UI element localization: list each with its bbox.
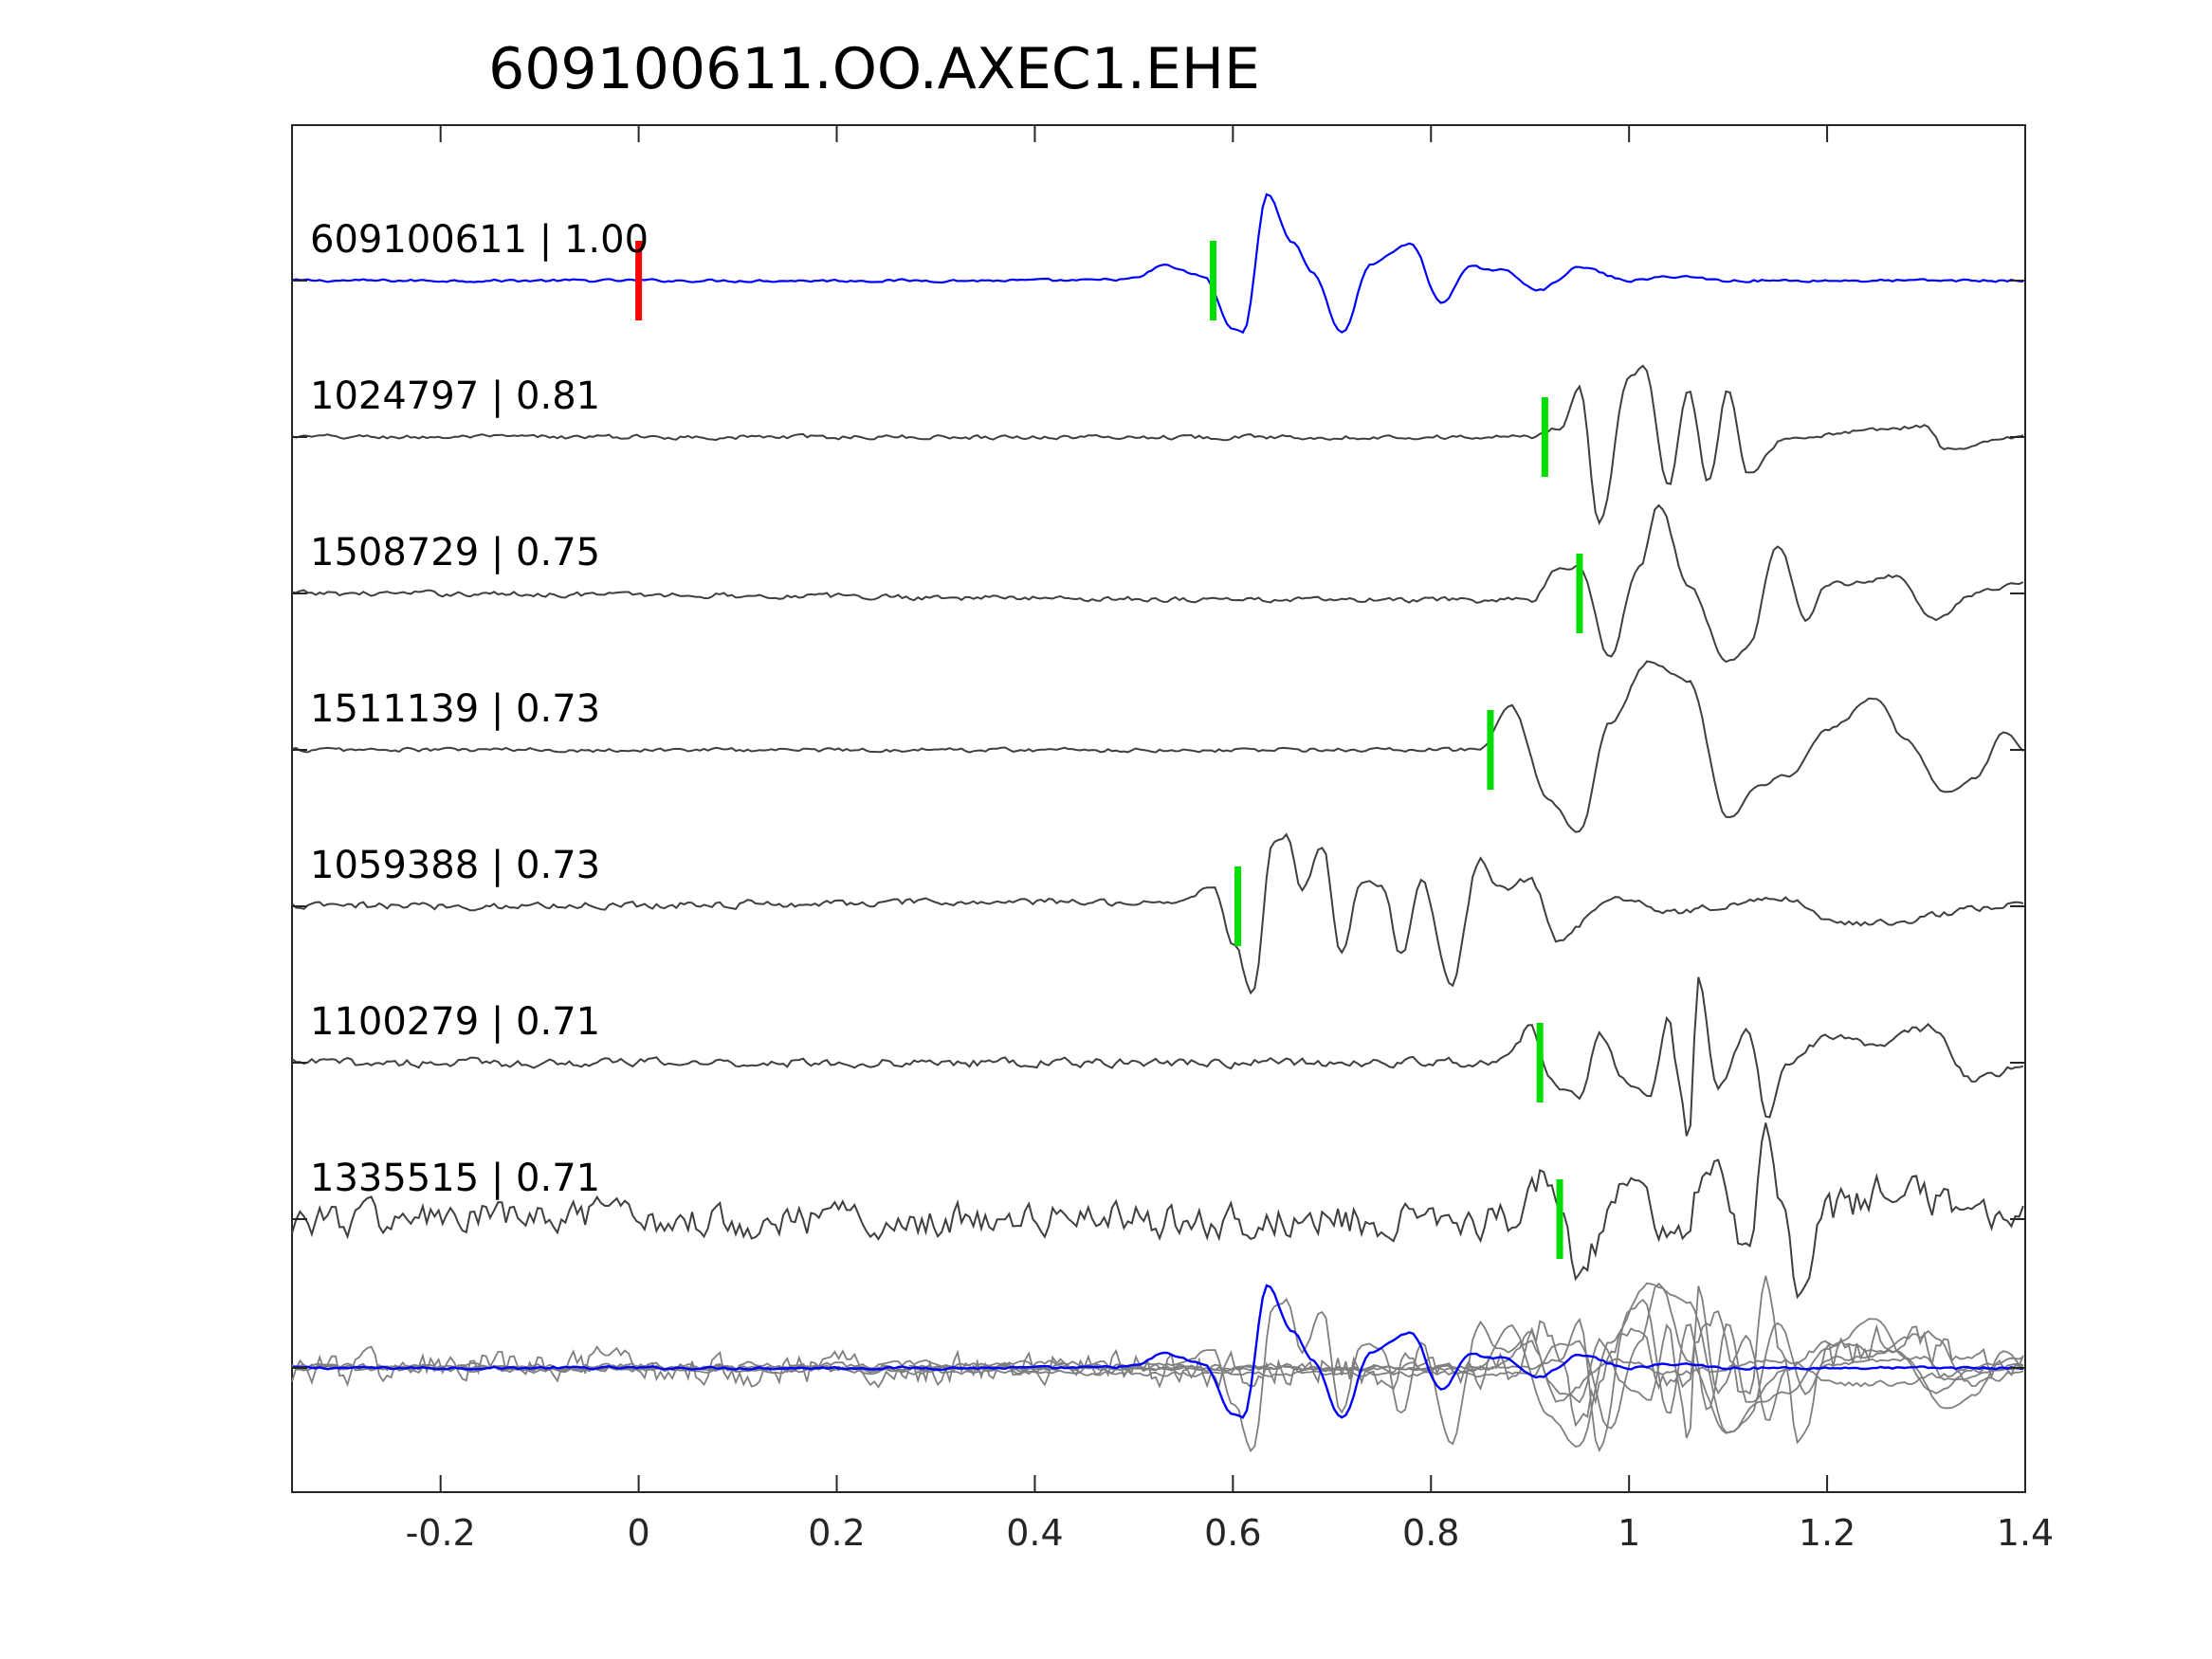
overlay-trace-line <box>291 1297 2024 1453</box>
trace-label: 609100611 | 1.00 <box>310 218 649 262</box>
x-tick-label: 0 <box>628 1512 650 1554</box>
x-axis: -0.2 0 0.2 0.4 0.6 0.8 1 1.2 1.4 <box>406 125 2054 1554</box>
trace-6: 1335515 | 0.71 <box>291 1122 2025 1300</box>
x-tick-label: -0.2 <box>406 1512 476 1554</box>
trace-0: 609100611 | 1.00 <box>291 192 2025 335</box>
trace-label: 1059388 | 0.73 <box>310 844 600 887</box>
trace-line <box>291 832 2024 995</box>
trace-3: 1511139 | 0.73 <box>291 660 2025 833</box>
trace-4: 1059388 | 0.73 <box>291 832 2025 995</box>
x-tick-label: 1 <box>1618 1512 1640 1554</box>
trace-label: 1024797 | 0.81 <box>310 374 600 418</box>
trace-overlay <box>291 1275 2025 1453</box>
trace-line <box>291 660 2024 833</box>
trace-stack: 609100611 | 1.00 1024797 | 0.81 1508729 | … <box>291 192 2025 1300</box>
x-tick-label: 1.2 <box>1799 1512 1856 1554</box>
x-tick-label: 0.2 <box>808 1512 865 1554</box>
trace-line <box>291 503 2024 664</box>
x-tick-label: 0.6 <box>1204 1512 1261 1554</box>
overlay-trace-line <box>291 1285 2024 1439</box>
trace-label: 1511139 | 0.73 <box>310 687 600 731</box>
trace-line <box>291 364 2024 526</box>
trace-label: 1508729 | 0.75 <box>310 531 600 574</box>
trace-2: 1508729 | 0.75 <box>291 503 2025 664</box>
overlay-trace-line <box>291 1275 2024 1445</box>
x-tick-label: 1.4 <box>1997 1512 2054 1554</box>
x-tick-label: 0.4 <box>1006 1512 1063 1554</box>
trace-1: 1024797 | 0.81 <box>291 364 2025 526</box>
trace-line <box>291 1122 2024 1300</box>
trace-line <box>291 192 2023 335</box>
plot-area <box>291 124 2026 1493</box>
trace-label: 1100279 | 0.71 <box>310 1000 600 1044</box>
trace-line <box>291 976 2024 1137</box>
trace-5: 1100279 | 0.71 <box>291 976 2025 1137</box>
x-tick-label: 0.8 <box>1402 1512 1459 1554</box>
chart-title: 609100611.OO.AXEC1.EHE <box>488 36 1260 102</box>
trace-label: 1335515 | 0.71 <box>310 1157 600 1200</box>
overlay-trace-line <box>291 1298 2024 1452</box>
overlay-template-line <box>291 1284 2023 1419</box>
